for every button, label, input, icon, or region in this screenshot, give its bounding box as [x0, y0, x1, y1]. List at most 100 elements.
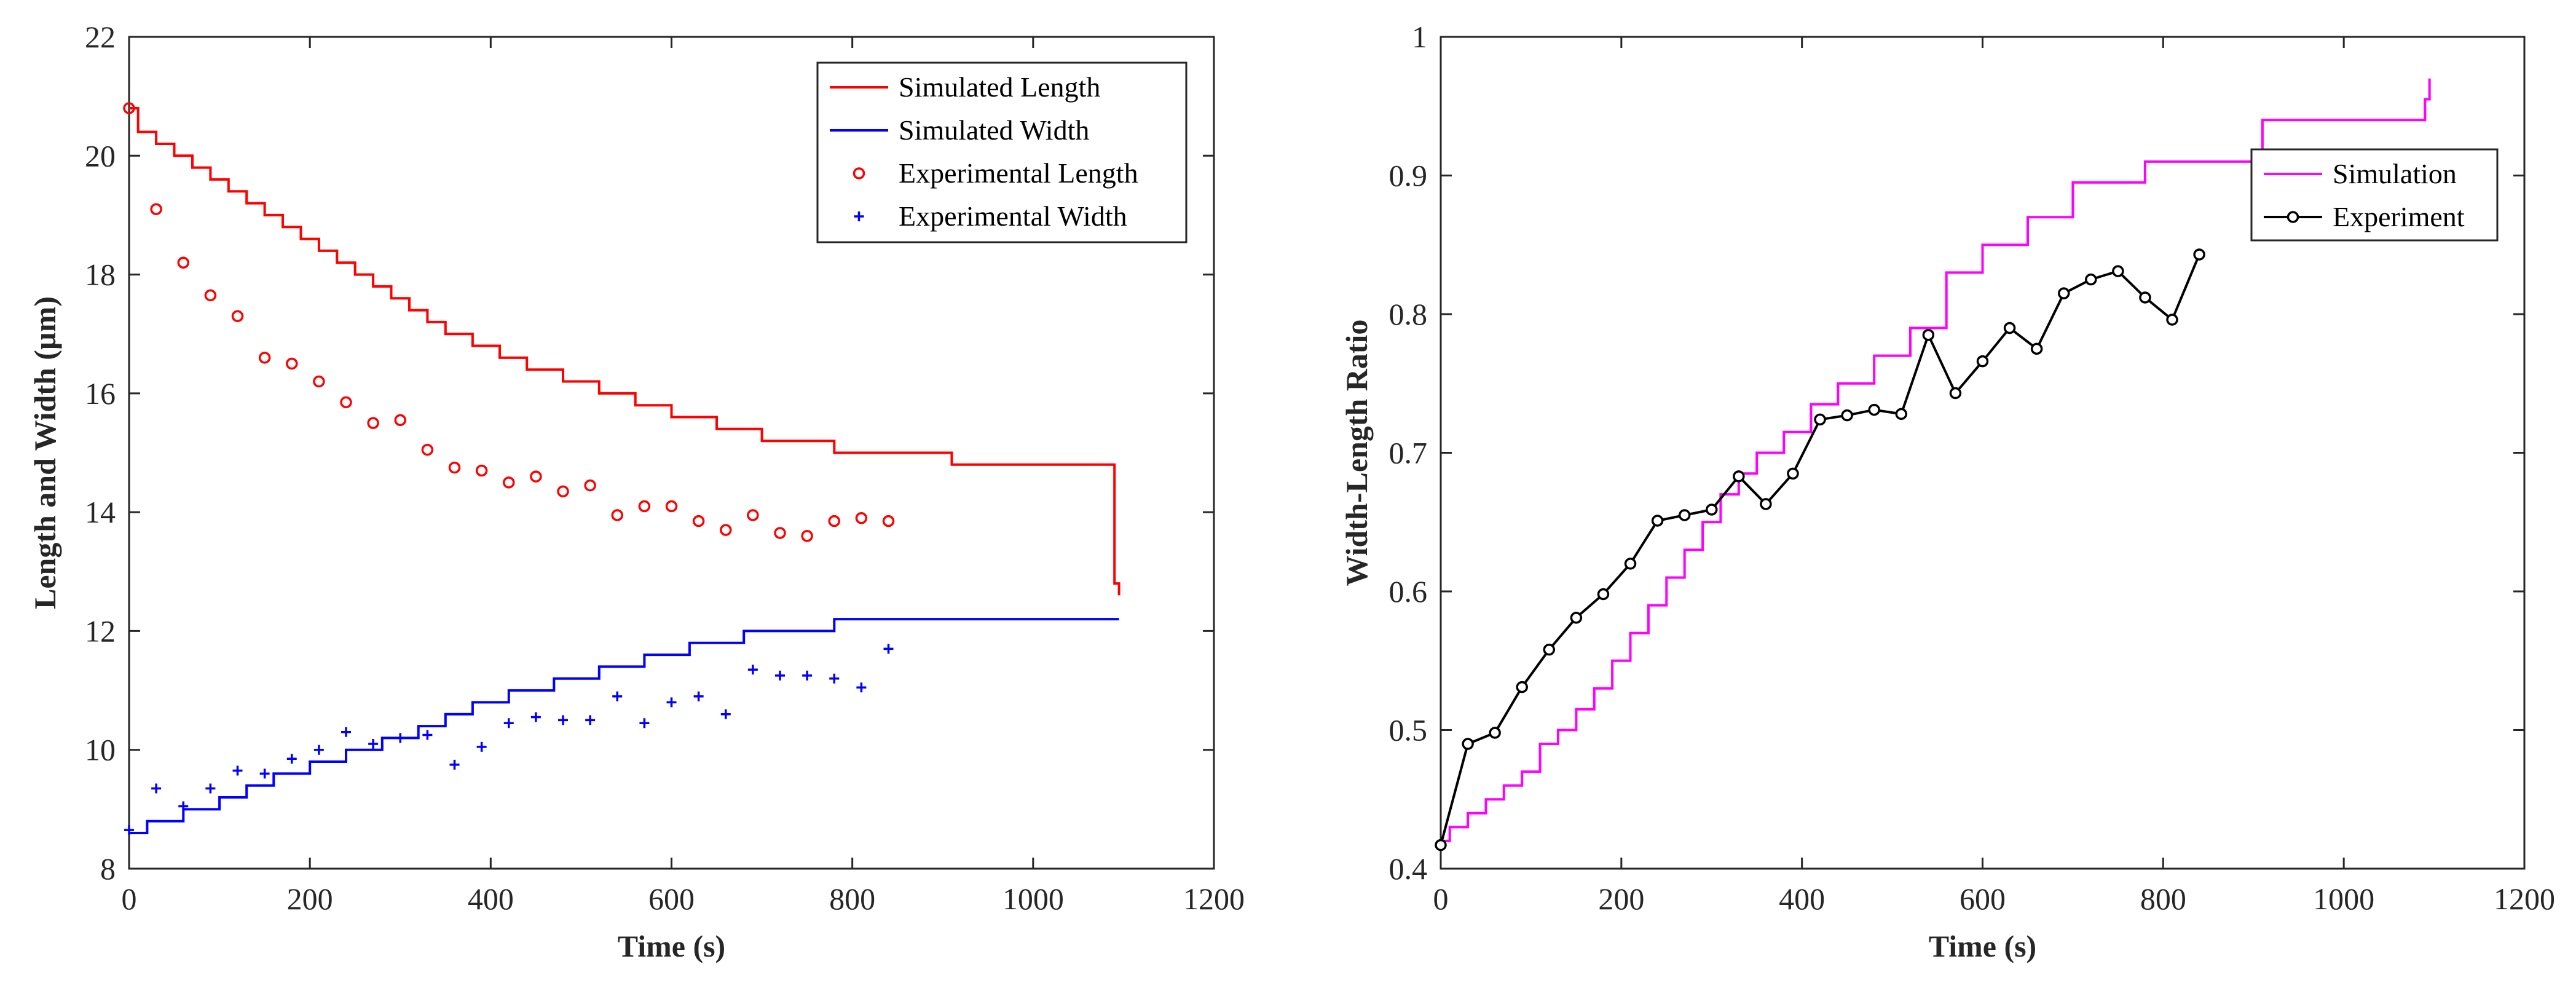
y-tick-label: 0.9 — [1389, 159, 1428, 193]
x-tick-label: 400 — [1779, 882, 1825, 916]
legend-item: Experiment — [2264, 201, 2465, 232]
legend-marker — [853, 167, 865, 180]
data-point — [856, 682, 867, 693]
y-tick-label: 0.5 — [1389, 713, 1428, 748]
data-point — [422, 730, 433, 740]
legend-label: Simulation — [2333, 158, 2457, 189]
y-tick-label: 22 — [85, 20, 116, 54]
data-point — [1733, 470, 1745, 483]
y-tick-label: 0.4 — [1389, 851, 1428, 886]
legend-item: Experimental Width — [854, 200, 1127, 232]
data-point — [801, 530, 813, 542]
data-point — [802, 670, 813, 681]
data-point — [341, 727, 351, 737]
data-point — [747, 665, 758, 675]
data-point — [286, 357, 298, 370]
data-point — [530, 712, 541, 722]
ratio-chart: 0 200 400 600 800 1000 1200 0.4 0.5 0.6 0.7 0.8 0.9 1… — [1339, 20, 2555, 963]
data-point — [177, 256, 189, 269]
x-tick-label: 1000 — [1002, 882, 1064, 916]
data-point — [124, 825, 134, 835]
data-point — [286, 754, 297, 764]
data-point — [828, 515, 840, 527]
x-axis-title: Time (s) — [1929, 929, 2036, 963]
data-point — [584, 479, 596, 492]
data-point — [1678, 509, 1691, 521]
data-point — [2085, 273, 2097, 286]
y-tick-label: 20 — [85, 138, 116, 173]
data-point — [1922, 329, 1935, 341]
y-tick-label: 12 — [85, 614, 116, 648]
data-point — [747, 509, 759, 521]
data-point — [1814, 413, 1826, 426]
x-tick-label: 1000 — [2313, 882, 2374, 916]
series-line — [1440, 254, 2200, 846]
x-tick-label: 400 — [468, 882, 514, 916]
data-point — [503, 718, 514, 728]
data-point — [395, 733, 406, 743]
data-point — [178, 801, 189, 811]
data-point — [1570, 612, 1583, 624]
data-point — [449, 759, 460, 770]
data-point — [421, 443, 434, 456]
legend-item: Simulated Length — [830, 71, 1100, 103]
data-point — [1624, 558, 1637, 570]
data-point — [394, 414, 406, 427]
data-point — [476, 741, 487, 752]
data-point — [611, 509, 623, 521]
data-point — [1597, 588, 1610, 601]
y-tick-label: 14 — [85, 495, 116, 529]
data-point — [557, 485, 569, 498]
data-point — [340, 396, 352, 409]
legend-label: Experimental Width — [899, 200, 1127, 232]
data-point — [558, 715, 568, 725]
data-point — [693, 691, 704, 701]
data-point — [259, 768, 270, 779]
series-line — [129, 618, 1119, 834]
x-tick-label: 200 — [287, 882, 333, 916]
length-width-chart: 0 200 400 600 800 1000 1200 8 10 12 14 16 18 20 22 Time… — [28, 20, 1245, 963]
data-point — [720, 709, 731, 719]
y-tick-label: 1 — [1412, 20, 1427, 54]
data-point — [1895, 408, 1908, 420]
data-point — [775, 670, 785, 681]
legend-item: Simulation — [2264, 158, 2457, 189]
data-point — [638, 500, 651, 513]
legend-marker — [2286, 211, 2299, 223]
series-simulated-width — [129, 618, 1119, 834]
data-point — [367, 417, 379, 429]
data-point — [2166, 314, 2178, 326]
data-point — [151, 783, 162, 794]
data-point — [503, 476, 515, 489]
legend-label: Simulated Width — [899, 114, 1089, 146]
data-point — [720, 524, 732, 536]
series-experiment — [1435, 248, 2205, 851]
data-point — [2112, 265, 2124, 277]
data-point — [530, 470, 542, 483]
y-tick-label: 0.6 — [1389, 574, 1428, 609]
data-point — [2057, 287, 2070, 299]
data-point — [313, 375, 325, 388]
data-point — [829, 673, 840, 684]
legend: Simulation Experiment — [2250, 148, 2499, 242]
data-point — [1868, 403, 1880, 416]
legend-label: Experiment — [2333, 201, 2465, 232]
x-axis-title: Time (s) — [618, 929, 725, 963]
y-axis-title: Length and Width (µm) — [28, 296, 62, 609]
x-tick-label: 0 — [1433, 882, 1449, 916]
y-axis-title: Width-Length Ratio — [1339, 320, 1374, 586]
data-point — [1787, 467, 1799, 480]
data-point — [1516, 681, 1528, 693]
data-point — [665, 500, 678, 513]
data-point — [123, 102, 135, 114]
legend-label: Simulated Length — [899, 71, 1100, 103]
data-point — [639, 718, 650, 728]
data-point — [882, 515, 895, 527]
legend-label: Experimental Length — [899, 157, 1138, 189]
legend-box — [2250, 148, 2499, 242]
x-tick-label: 1200 — [1183, 882, 1245, 916]
data-point — [1651, 515, 1664, 527]
data-point — [232, 765, 243, 776]
data-point — [1489, 727, 1501, 739]
y-tick-label: 0.7 — [1389, 436, 1428, 470]
